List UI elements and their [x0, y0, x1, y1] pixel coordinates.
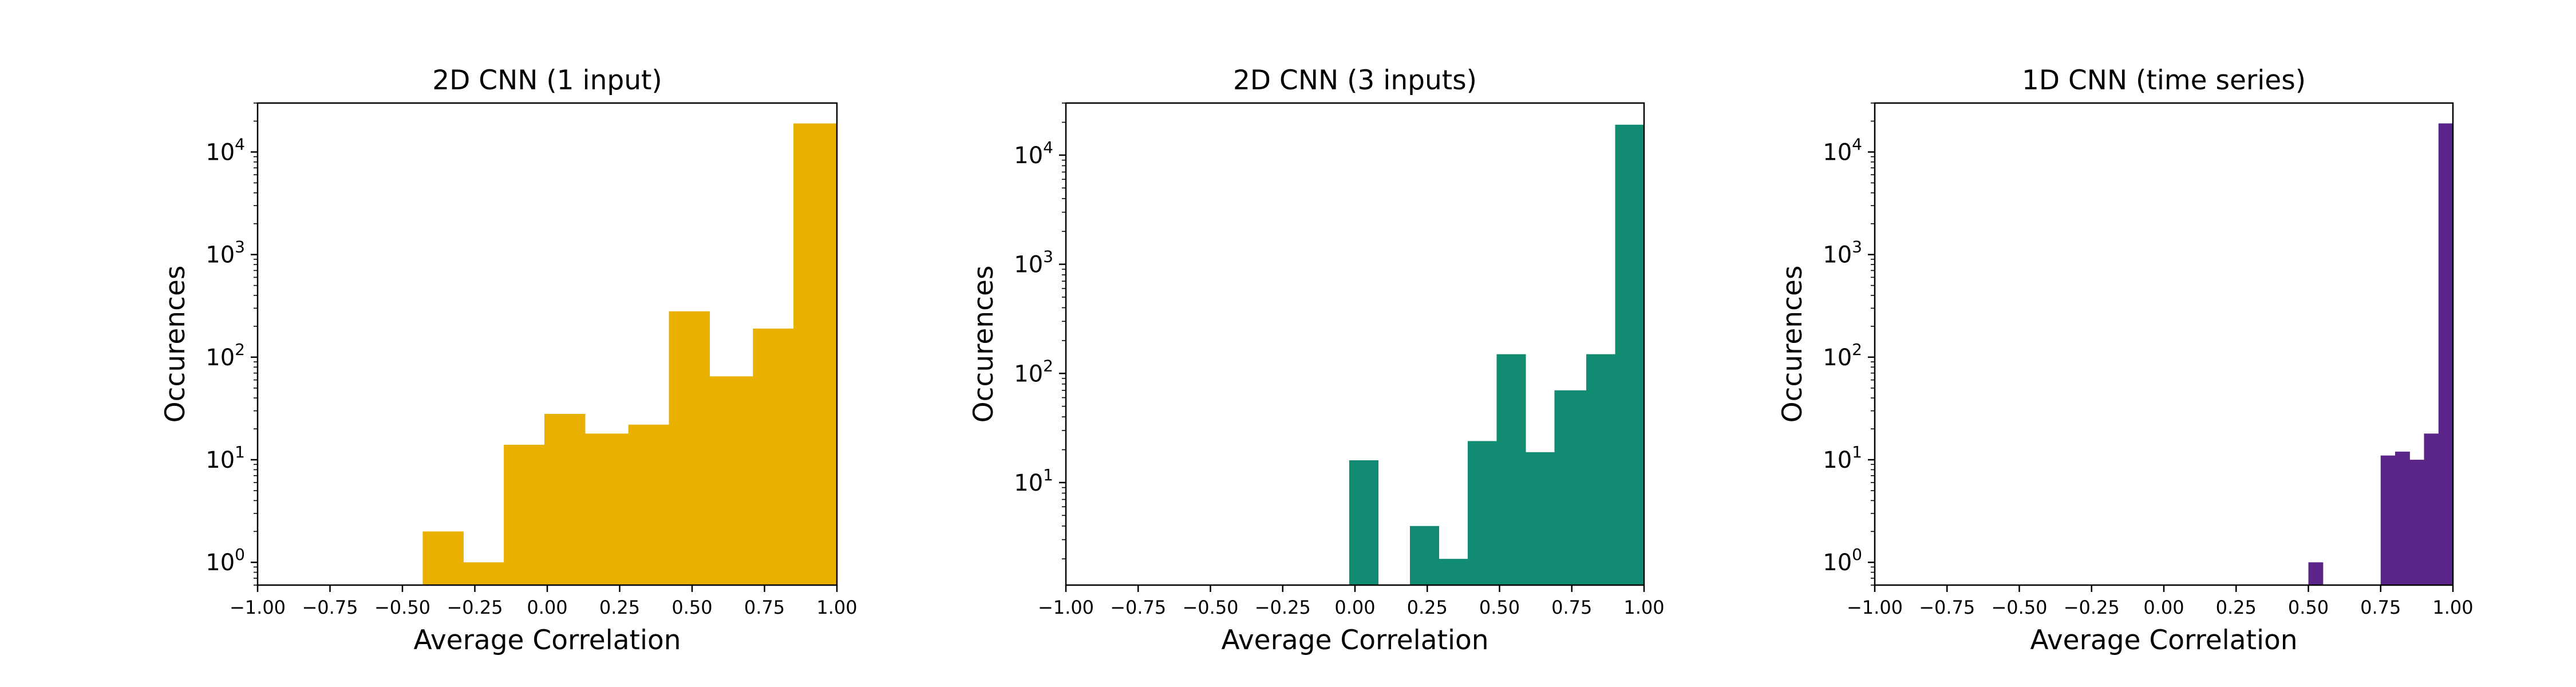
x-tick-label: 0.75 [744, 597, 785, 618]
x-tick-label: 0.25 [599, 597, 640, 618]
x-tick-label: 0.00 [2143, 597, 2184, 618]
chart-panel-1: −1.00 −0.75 −0.50 −0.25 0.00 0.25 0.50 0.75 1.00… [160, 65, 858, 656]
x-tick-label: 0.75 [1551, 597, 1592, 618]
x-tick-label: 1.00 [1623, 597, 1664, 618]
chart-panel-3: −1.00 −0.75 −0.50 −0.25 0.00 0.25 0.50 0.75 1.00… [1777, 65, 2474, 656]
histogram-bar [1554, 390, 1587, 585]
y-tick-label: 100 [1823, 545, 1862, 576]
y-tick-label: 103 [1014, 247, 1053, 278]
x-axis-label: Average Correlation [1221, 625, 1488, 656]
histogram-bar [628, 424, 670, 585]
x-tick-label: −0.75 [1919, 597, 1975, 618]
x-tick-label: 0.50 [671, 597, 712, 618]
y-tick-label: 101 [206, 443, 245, 473]
x-tick-label: 0.25 [2216, 597, 2257, 618]
y-tick-label: 102 [1823, 340, 1862, 371]
histogram-bar [753, 328, 794, 585]
x-tick-label: 0.00 [1334, 597, 1375, 618]
y-tick-label: 101 [1014, 465, 1053, 496]
y-tick-label: 102 [1014, 356, 1053, 387]
histogram-bar [2380, 455, 2396, 585]
y-tick-label: 103 [206, 238, 245, 269]
x-axis-label: Average Correlation [2030, 625, 2297, 656]
x-tick-label: −1.00 [230, 597, 286, 618]
histogram-bar [1349, 460, 1378, 585]
histogram-bar [544, 413, 586, 585]
y-axis-label: Occurences [160, 266, 191, 423]
x-tick-label: −0.75 [1110, 597, 1166, 618]
histogram-bar [1439, 559, 1468, 585]
y-tick-label: 103 [1823, 238, 1862, 269]
x-tick-label: −1.00 [1847, 597, 1903, 618]
y-axis-label: Occurences [968, 266, 999, 423]
x-tick-label: 0.75 [2360, 597, 2401, 618]
histogram-bar [1409, 526, 1440, 585]
histogram-bar [709, 376, 753, 585]
y-tick-label: 104 [1823, 135, 1862, 165]
histogram-bar [669, 311, 710, 585]
x-tick-label: −0.25 [2064, 597, 2120, 618]
x-tick-label: −0.75 [302, 597, 358, 618]
x-tick-label: 0.00 [527, 597, 567, 618]
histogram-bar [1586, 354, 1616, 585]
histogram-bar [1467, 441, 1498, 585]
histogram-bar [1615, 124, 1645, 585]
histogram-bar [793, 123, 837, 585]
y-tick-label: 101 [1823, 443, 1862, 473]
histogram-bar [1525, 452, 1555, 585]
x-tick-label: 0.25 [1407, 597, 1448, 618]
x-tick-label: 1.00 [816, 597, 857, 618]
histogram-bar [2424, 433, 2439, 585]
histogram-bar [2438, 123, 2453, 585]
plot-frame [1874, 102, 2454, 586]
chart-title: 2D CNN (1 input) [432, 65, 662, 96]
x-tick-label: −0.50 [374, 597, 430, 618]
x-tick-label: −0.25 [447, 597, 503, 618]
histogram-bar [2409, 460, 2425, 585]
y-tick-label: 104 [1014, 138, 1053, 169]
y-tick-label: 104 [206, 135, 245, 165]
y-axis-label: Occurences [1777, 266, 1808, 423]
x-axis-label: Average Correlation [413, 625, 681, 656]
x-tick-label: −1.00 [1038, 597, 1094, 618]
x-tick-label: −0.50 [1182, 597, 1238, 618]
histogram-bar [2395, 451, 2410, 585]
x-tick-label: 0.50 [1479, 597, 1520, 618]
chart-panel-2: −1.00 −0.75 −0.50 −0.25 0.00 0.25 0.50 0.75 1.00… [968, 65, 1665, 656]
histogram-bar [2308, 562, 2324, 585]
x-tick-label: −0.50 [1991, 597, 2047, 618]
x-tick-label: 0.50 [2288, 597, 2329, 618]
x-tick-label: 1.00 [2432, 597, 2473, 618]
y-tick-label: 100 [206, 545, 245, 576]
x-tick-label: −0.25 [1255, 597, 1311, 618]
histogram-bar [463, 562, 504, 585]
histogram-bar [1496, 354, 1526, 585]
chart-title: 1D CNN (time series) [2022, 65, 2306, 96]
chart-title: 2D CNN (3 inputs) [1233, 65, 1477, 96]
histogram-bar [584, 433, 629, 585]
histogram-bar [422, 531, 464, 585]
histogram-bar [504, 444, 545, 585]
y-tick-label: 102 [206, 340, 245, 371]
